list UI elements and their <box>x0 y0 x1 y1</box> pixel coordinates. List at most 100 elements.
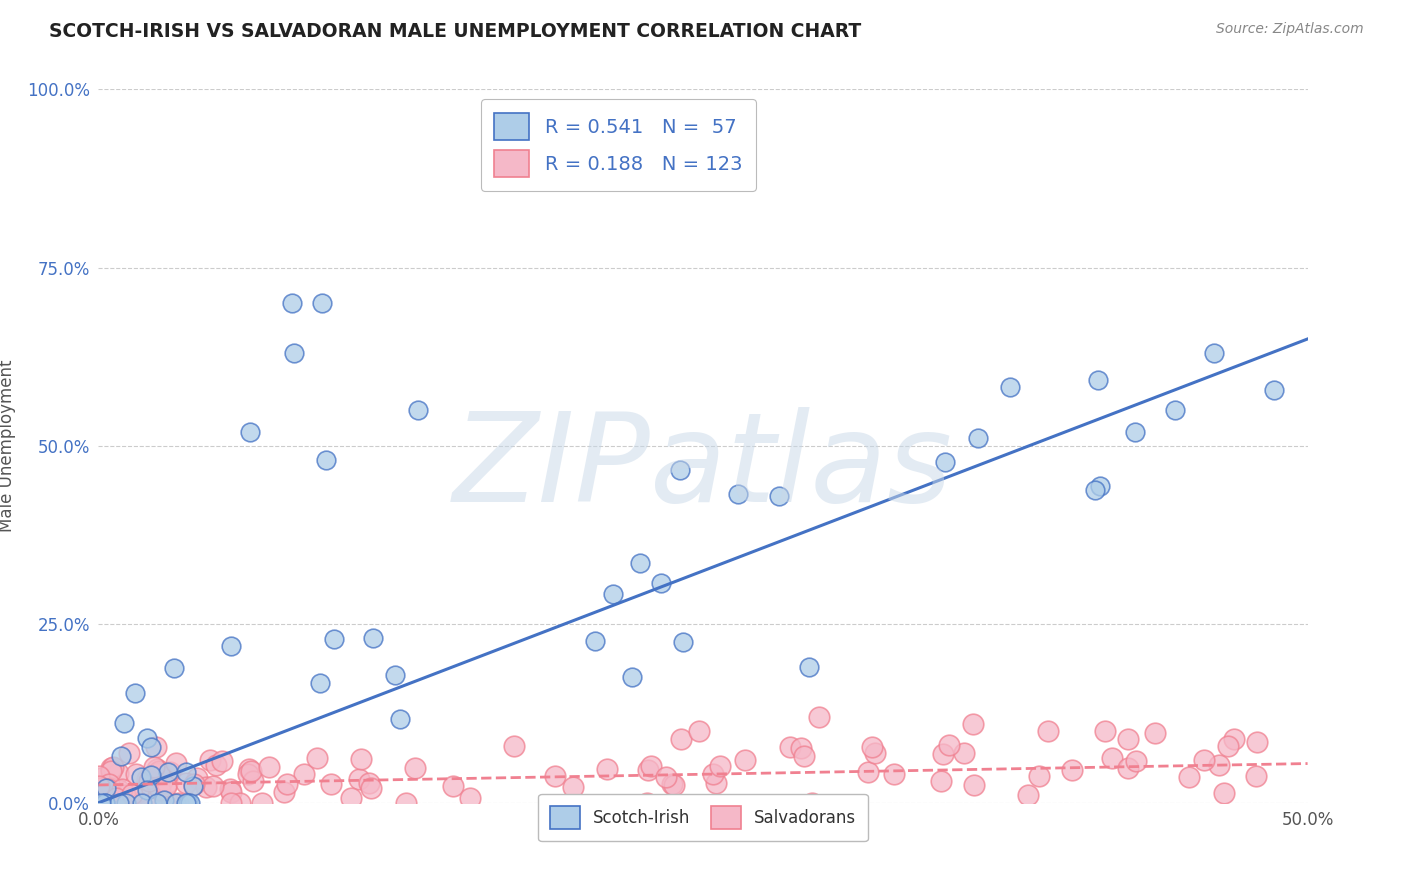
Point <box>125 766 148 780</box>
Point <box>165 756 187 771</box>
Point <box>100 761 122 775</box>
Point <box>502 739 524 753</box>
Point <box>146 766 169 780</box>
Point <box>934 455 956 469</box>
Point <box>1164 402 1187 417</box>
Point <box>135 731 157 746</box>
Point <box>87 769 110 783</box>
Point <box>929 773 952 788</box>
Point <box>1123 425 1146 439</box>
Point <box>157 796 180 810</box>
Point <box>1263 384 1285 398</box>
Point <box>281 296 304 310</box>
Point <box>211 754 233 768</box>
Point <box>361 631 384 645</box>
Point <box>97 781 120 796</box>
Point <box>250 796 273 810</box>
Point <box>323 632 346 646</box>
Point <box>702 767 724 781</box>
Point <box>229 796 252 810</box>
Point <box>1094 724 1116 739</box>
Point <box>321 777 343 791</box>
Point <box>793 749 815 764</box>
Point <box>640 759 662 773</box>
Point <box>155 779 177 793</box>
Point <box>1036 724 1059 739</box>
Point <box>98 780 121 795</box>
Point <box>883 767 905 781</box>
Point <box>768 489 790 503</box>
Point <box>150 774 173 789</box>
Point <box>807 710 830 724</box>
Point <box>108 783 131 797</box>
Point <box>395 796 418 810</box>
Point <box>90 796 112 810</box>
Point <box>1017 789 1039 803</box>
Point <box>1088 479 1111 493</box>
Point <box>219 639 242 653</box>
Point <box>1062 764 1084 778</box>
Point <box>704 776 727 790</box>
Point <box>177 796 200 810</box>
Point <box>636 796 658 810</box>
Point <box>1202 346 1225 360</box>
Point <box>165 796 187 810</box>
Point <box>201 779 224 793</box>
Point <box>1244 769 1267 783</box>
Point <box>89 779 111 793</box>
Point <box>858 764 880 779</box>
Legend: Scotch-Irish, Salvadorans: Scotch-Irish, Salvadorans <box>538 794 868 841</box>
Point <box>183 776 205 790</box>
Point <box>239 425 262 439</box>
Point <box>176 796 198 810</box>
Point <box>1208 758 1230 772</box>
Point <box>562 780 585 794</box>
Point <box>112 715 135 730</box>
Point <box>120 796 142 810</box>
Point <box>311 296 333 310</box>
Point <box>200 753 222 767</box>
Point <box>91 789 114 803</box>
Point <box>181 779 204 793</box>
Point <box>124 686 146 700</box>
Point <box>104 790 127 805</box>
Point <box>779 739 801 754</box>
Point <box>404 761 426 775</box>
Point <box>240 764 263 778</box>
Point <box>159 764 181 779</box>
Point <box>340 791 363 805</box>
Point <box>441 779 464 793</box>
Y-axis label: Male Unemployment: Male Unemployment <box>0 359 15 533</box>
Point <box>1177 770 1199 784</box>
Point <box>628 556 651 570</box>
Point <box>688 724 710 739</box>
Point <box>963 778 986 792</box>
Point <box>145 740 167 755</box>
Point <box>236 767 259 781</box>
Point <box>727 487 749 501</box>
Point <box>596 762 619 776</box>
Point <box>650 576 672 591</box>
Point <box>273 785 295 799</box>
Point <box>139 768 162 782</box>
Point <box>89 781 111 796</box>
Point <box>967 431 990 445</box>
Point <box>789 740 811 755</box>
Point <box>1028 769 1050 783</box>
Point <box>1144 726 1167 740</box>
Point <box>194 780 217 794</box>
Point <box>932 747 955 762</box>
Point <box>242 774 264 789</box>
Point <box>359 775 381 789</box>
Point <box>1192 752 1215 766</box>
Text: ZIPatlas: ZIPatlas <box>453 407 953 528</box>
Point <box>148 764 170 778</box>
Point <box>953 746 976 760</box>
Point <box>276 776 298 790</box>
Point <box>1222 731 1244 746</box>
Point <box>860 740 883 755</box>
Point <box>163 661 186 675</box>
Point <box>938 738 960 752</box>
Point <box>153 796 176 810</box>
Point <box>156 776 179 790</box>
